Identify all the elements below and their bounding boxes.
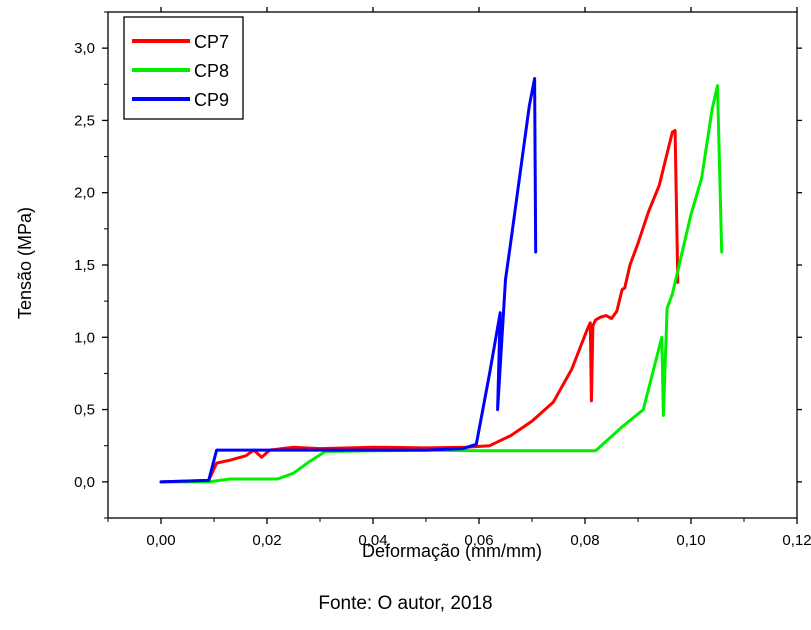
y-tick-label: 1,0 xyxy=(74,329,95,346)
x-tick-label: 0,12 xyxy=(782,532,811,549)
axes: 0,00 0,02 0,04 0,06 0,08 0,10 0,12 0,0 0,5 1,0 1,5… xyxy=(74,7,811,549)
x-tick-label: 0,10 xyxy=(676,532,705,549)
y-tick-label: 1,5 xyxy=(74,257,95,274)
y-tick-label: 2,5 xyxy=(74,112,95,129)
x-tick-label: 0,00 xyxy=(146,532,175,549)
x-tick-label: 0,02 xyxy=(252,532,281,549)
y-tick-label: 0,5 xyxy=(74,402,95,419)
x-axis-title: Deformação (mm/mm) xyxy=(362,541,542,561)
legend-label-cp8: CP8 xyxy=(194,61,229,81)
x-tick-label: 0,04 xyxy=(358,532,387,549)
series-line-cp8 xyxy=(159,84,724,484)
series-lines xyxy=(159,77,724,484)
legend-label-cp9: CP9 xyxy=(194,90,229,110)
legend: CP7 CP8 CP9 xyxy=(123,16,244,120)
chart: 0,00 0,02 0,04 0,06 0,08 0,10 0,12 0,0 0,5 1,0 1,5… xyxy=(15,7,811,561)
y-tick-label: 2,0 xyxy=(74,185,95,202)
series-line-cp9 xyxy=(159,77,538,484)
x-tick-label: 0,08 xyxy=(570,532,599,549)
x-tick-label: 0,06 xyxy=(464,532,493,549)
figure-caption: Fonte: O autor, 2018 xyxy=(318,593,493,614)
y-tick-label: 3,0 xyxy=(74,40,95,57)
y-tick-label: 0,0 xyxy=(74,474,95,491)
series-line-cp7 xyxy=(159,129,680,484)
legend-label-cp7: CP7 xyxy=(194,32,229,52)
y-axis-title: Tensão (MPa) xyxy=(15,207,35,319)
